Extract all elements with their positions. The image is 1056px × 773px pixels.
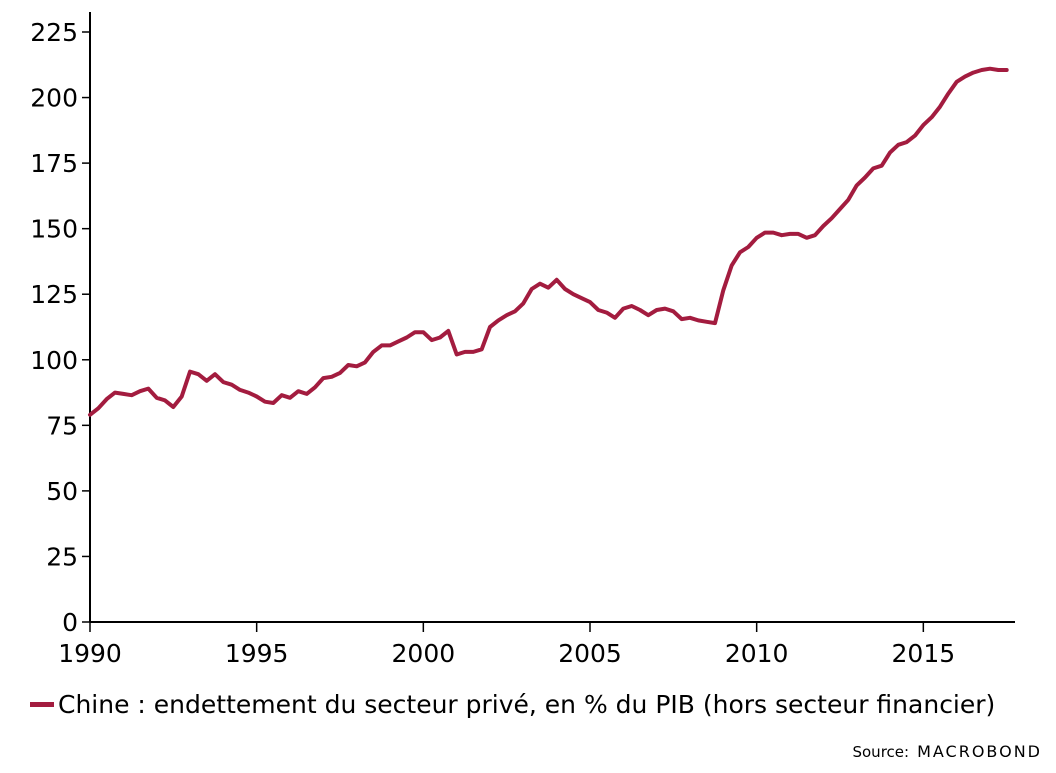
x-tick-label: 2015 [892,639,956,668]
x-tick-label: 1995 [225,639,289,668]
line-chart: 0 25 50 75 100 125 150 175 200 225 1990 1995 2000 200… [30,12,1015,668]
y-tick-label: 100 [30,346,78,375]
legend: Chine : endettement du secteur privé, en… [30,690,995,719]
x-tick-label: 1990 [58,639,122,668]
y-tick-label: 200 [30,84,78,113]
source-label: Source: [852,743,910,761]
y-tick-label: 175 [30,149,78,178]
series-line [88,66,1009,417]
y-tick-label: 75 [46,411,78,440]
y-tick-label: 50 [46,477,78,506]
legend-label: Chine : endettement du secteur privé, en… [58,690,996,719]
source-brand-logo: MACROBOND [917,742,1042,761]
legend-swatch [30,702,54,707]
y-tick-label: 25 [46,542,78,571]
plot-area: 0 25 50 75 100 125 150 175 200 225 1990 1995 2000 200… [30,12,1015,668]
x-tick-label: 2005 [558,639,622,668]
x-tick-label: 2010 [725,639,789,668]
y-tick-label: 0 [62,608,78,637]
x-tick-label: 2000 [392,639,456,668]
y-tick-label: 150 [30,215,78,244]
y-tick-label: 125 [30,280,78,309]
y-tick-label: 225 [30,18,78,47]
source-credit: Source: MACROBOND [852,742,1042,761]
